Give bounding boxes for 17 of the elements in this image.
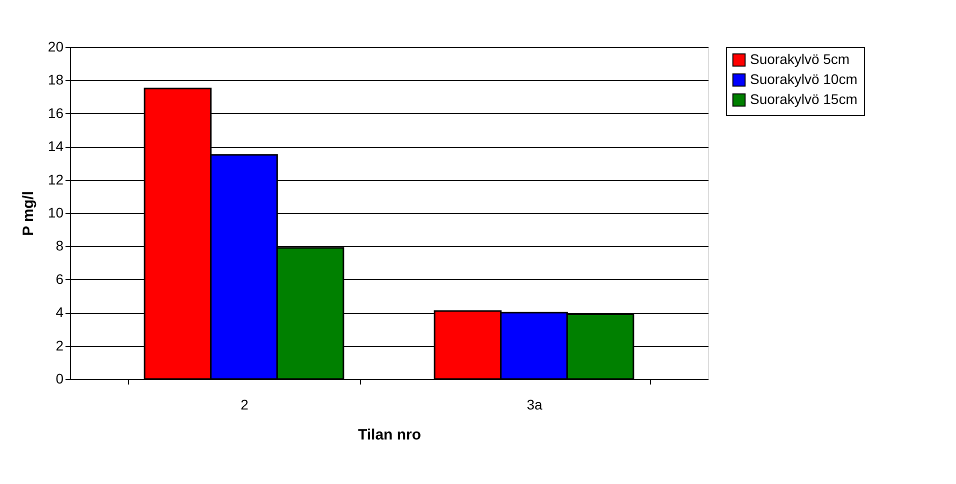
y-tick-label: 12 — [48, 171, 64, 188]
y-tick-label: 20 — [48, 38, 64, 54]
y-tick-label: 10 — [48, 204, 64, 220]
y-tick-label: 18 — [48, 72, 64, 88]
legend-label: Suorakylvö 5cm — [750, 51, 850, 67]
x-tick-label: 3a — [526, 396, 542, 412]
y-tick-label: 8 — [56, 238, 64, 254]
y-tick-label: 0 — [56, 370, 64, 386]
y-tick-label: 14 — [48, 138, 64, 154]
y-axis-title: P mg/l — [20, 191, 37, 236]
y-tick-label: 2 — [56, 337, 64, 354]
y-tick-label: 4 — [56, 304, 64, 320]
legend-label: Suorakylvö 10cm — [750, 71, 858, 87]
x-axis-title: Tilan nro — [358, 426, 422, 444]
y-tick-label: 16 — [48, 104, 64, 121]
y-tick-label: 6 — [56, 270, 64, 287]
legend-label: Suorakylvö 15cm — [750, 91, 858, 107]
